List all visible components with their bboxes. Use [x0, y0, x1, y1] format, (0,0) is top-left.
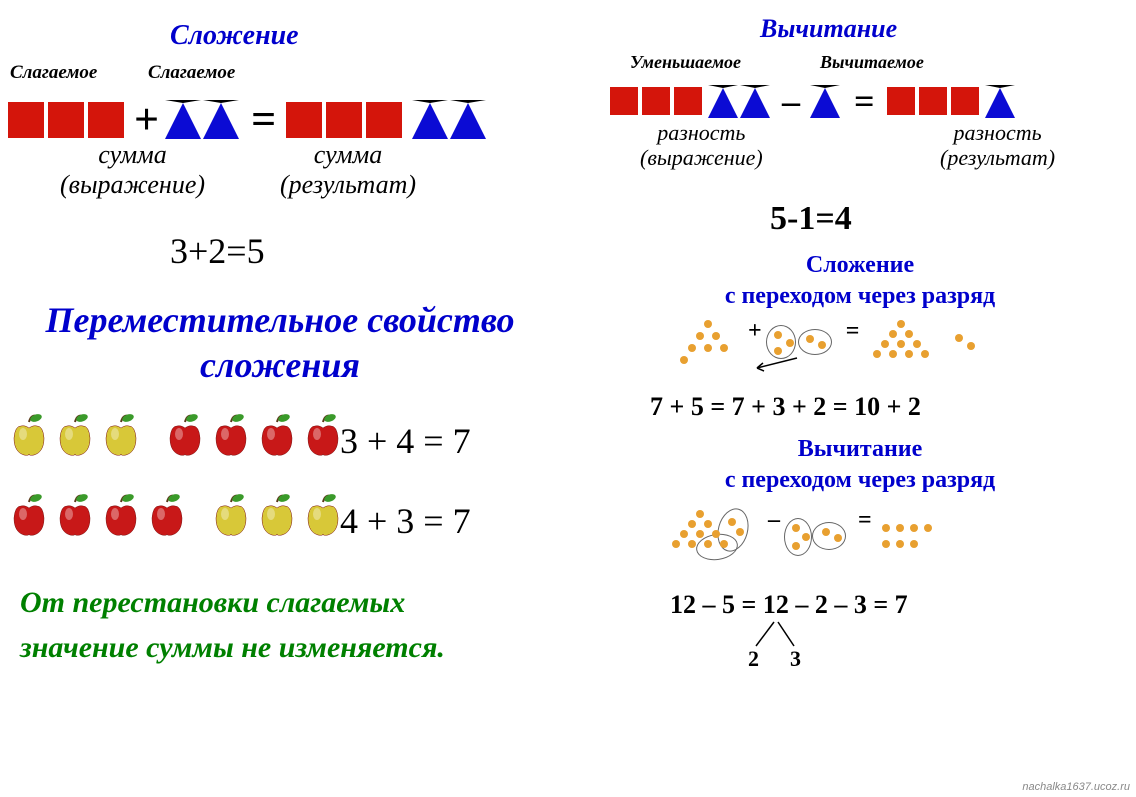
minuend-label: Уменьшаемое [630, 52, 741, 73]
commutative-title: Переместительное свойствосложения [20, 298, 540, 388]
subtraction-title: Вычитание [760, 14, 897, 44]
difference-result-label: разность(результат) [940, 120, 1055, 171]
apple-row-2 [8, 490, 344, 538]
addend2-label: Слагаемое [148, 62, 235, 84]
subtraction-carry-title: Вычитаниес переходом через разряд [640, 434, 1080, 496]
addend1-label: Слагаемое [10, 62, 97, 84]
subtraction-equation: 5-1=4 [770, 200, 852, 238]
addition-shape-equation: + = [8, 94, 488, 145]
apple-row-2-eq: 4 + 3 = 7 [340, 500, 471, 542]
addition-carry-equation: 7 + 5 = 7 + 3 + 2 = 10 + 2 [650, 392, 921, 422]
split-value-right: 3 [790, 646, 801, 672]
commutative-rule: От перестановки слагаемыхзначение суммы … [20, 580, 560, 670]
subtraction-shape-equation: – = [610, 80, 1017, 122]
apple-row-1-eq: 3 + 4 = 7 [340, 420, 471, 462]
addition-carry-title: Сложениес переходом через разряд [640, 250, 1080, 312]
sum-expression-label: сумма(выражение) [60, 140, 205, 200]
subtraction-carry-dots: – = [670, 510, 1050, 580]
subtraction-carry-equation: 12 – 5 = 12 – 2 – 3 = 7 [670, 590, 908, 620]
watermark: nachalka1637.ucoz.ru [1022, 781, 1130, 793]
apple-row-1 [8, 410, 344, 458]
difference-expression-label: разность(выражение) [640, 120, 763, 171]
addition-carry-dots: + = [680, 320, 1040, 380]
sum-result-label: сумма(результат) [280, 140, 416, 200]
subtrahend-label: Вычитаемое [820, 52, 924, 73]
addition-equation: 3+2=5 [170, 230, 265, 272]
split-value-left: 2 [748, 646, 759, 672]
addition-title: Сложение [170, 20, 299, 52]
